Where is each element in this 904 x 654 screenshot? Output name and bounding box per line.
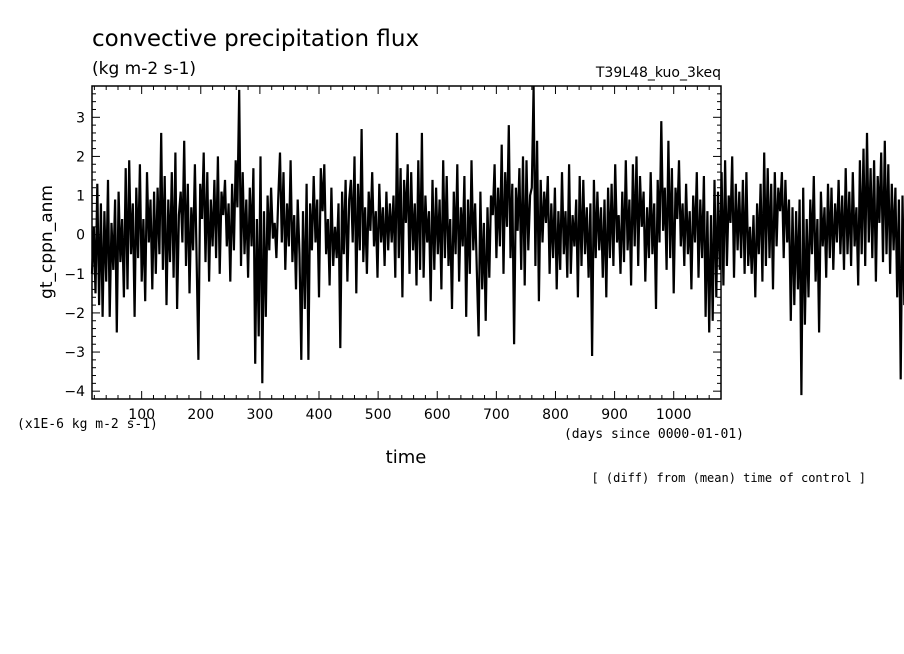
y-tick-label: 1 (76, 189, 85, 205)
x-tick-label: 800 (542, 407, 569, 423)
x-axis-label: time (386, 447, 427, 468)
y-tick-label: −3 (64, 345, 85, 361)
x-axis-ticks: 100 200 300 400 500 600 700 800 900 1000 (93, 86, 722, 423)
y-axis-label: gt_cppn_anm (37, 185, 57, 299)
y-scale-note: (x1E-6 kg m-2 s-1) (17, 417, 158, 432)
x-unit-note: (days since 0000-01-01) (564, 427, 744, 442)
y-tick-label: 2 (76, 149, 85, 165)
data-series (90, 85, 904, 396)
x-tick-label: 900 (601, 407, 628, 423)
chart-units: (kg m-2 s-1) (92, 59, 196, 79)
x-tick-label: 1000 (656, 407, 692, 423)
x-tick-label: 600 (424, 407, 451, 423)
x-tick-label: 400 (306, 407, 333, 423)
x-tick-label: 100 (128, 407, 155, 423)
x-tick-label: 700 (483, 407, 510, 423)
experiment-label: T39L48_kuo_3keq (595, 65, 721, 81)
y-axis-ticks: −4 −3 −2 −1 0 1 2 3 (64, 85, 721, 400)
y-tick-label: 0 (76, 228, 85, 244)
operation-note: [ (diff) from (mean) time of control ] (591, 471, 866, 485)
y-tick-label: −2 (64, 306, 85, 322)
series-line (90, 85, 904, 396)
x-tick-label: 500 (365, 407, 392, 423)
y-tick-label: −4 (64, 384, 85, 400)
x-tick-label: 200 (187, 407, 214, 423)
y-tick-label: 3 (76, 110, 85, 126)
x-tick-label: 300 (247, 407, 274, 423)
chart-title: convective precipitation flux (92, 26, 419, 52)
y-tick-label: −1 (64, 267, 85, 283)
